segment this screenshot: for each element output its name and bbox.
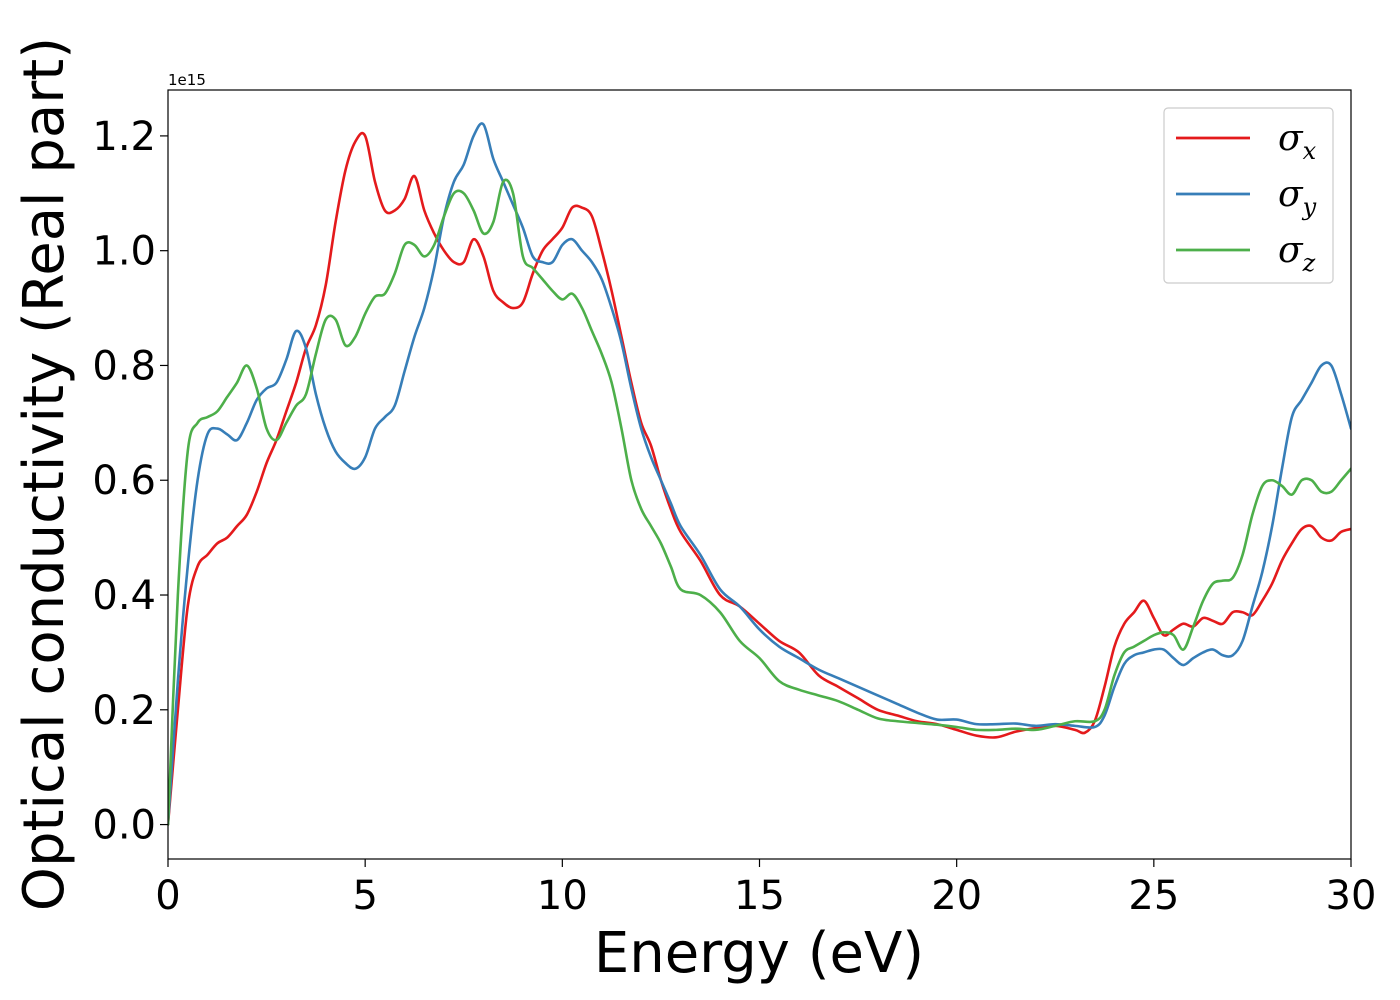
y-tick-label: 0.0 bbox=[92, 803, 156, 849]
legend-label-z: σz bbox=[1278, 230, 1316, 277]
x-tick-label: 0 bbox=[155, 873, 180, 919]
y-tick-label: 0.8 bbox=[92, 343, 156, 389]
y-axis-label: Optical conductivity (Real part) bbox=[12, 37, 77, 911]
x-axis: 0 5 10 15 20 25 30 bbox=[155, 859, 1376, 919]
legend-subscript: y bbox=[1302, 193, 1317, 221]
series-layer bbox=[168, 122, 1351, 826]
x-tick-label: 20 bbox=[931, 873, 982, 919]
y-tick-label: 1.2 bbox=[92, 114, 156, 160]
x-tick-label: 25 bbox=[1128, 873, 1179, 919]
y-axis: 0.0 0.2 0.4 0.6 0.8 1.0 1.2 bbox=[92, 114, 168, 849]
legend-subscript: x bbox=[1303, 137, 1317, 165]
legend-symbol: σ bbox=[1278, 118, 1304, 159]
x-axis-label: Energy (eV) bbox=[594, 921, 924, 986]
y-tick-label: 0.6 bbox=[92, 458, 156, 504]
y-tick-label: 1.0 bbox=[92, 229, 156, 275]
legend-label-x: σx bbox=[1278, 118, 1317, 165]
x-tick-label: 10 bbox=[537, 873, 588, 919]
legend-label-y: σy bbox=[1278, 174, 1317, 221]
legend-subscript: z bbox=[1302, 249, 1316, 277]
legend-symbol: σ bbox=[1278, 230, 1304, 271]
legend-box bbox=[1163, 107, 1334, 284]
legend-symbol: σ bbox=[1278, 174, 1304, 215]
x-tick-label: 5 bbox=[352, 873, 377, 919]
series-line-z bbox=[168, 178, 1351, 826]
y-tick-label: 0.4 bbox=[92, 573, 156, 619]
x-tick-label: 30 bbox=[1326, 873, 1377, 919]
y-tick-label: 0.2 bbox=[92, 688, 156, 734]
series-line-y bbox=[168, 122, 1351, 826]
x-tick-label: 15 bbox=[734, 873, 785, 919]
y-offset-label: 1e15 bbox=[168, 71, 206, 89]
